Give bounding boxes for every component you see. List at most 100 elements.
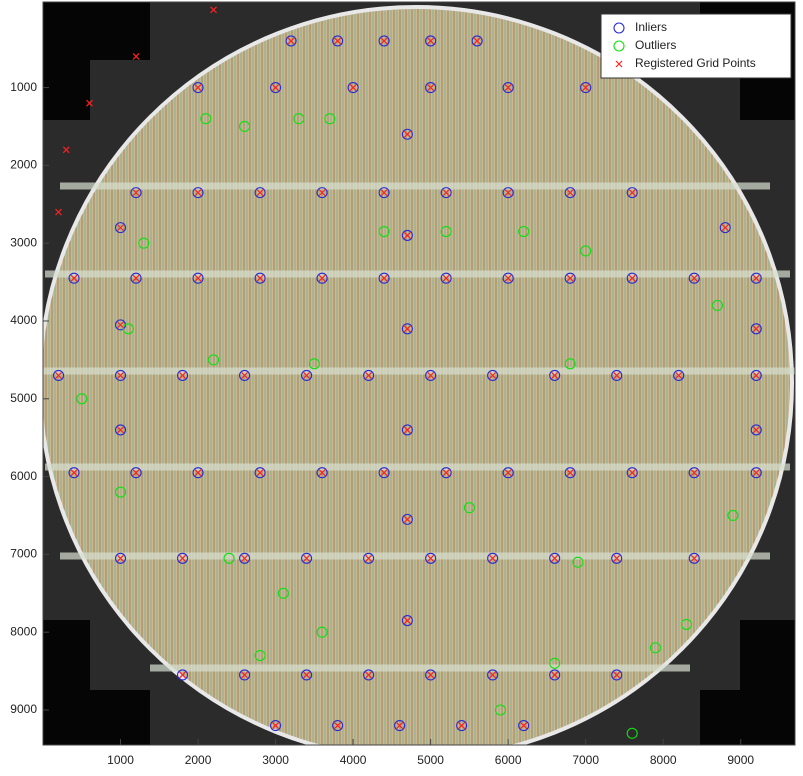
point — [572, 556, 584, 568]
legend-box — [600, 13, 792, 79]
grid-point — [241, 671, 248, 679]
grid-point — [403, 231, 411, 239]
grid-point — [117, 426, 124, 434]
grid-point — [380, 37, 388, 45]
grid-point — [117, 224, 124, 232]
point — [293, 113, 305, 125]
x-tick-label: 4000 — [340, 753, 367, 767]
point — [626, 272, 638, 284]
y-tick-label: 2000 — [10, 158, 37, 172]
point — [750, 467, 762, 479]
point — [680, 618, 693, 630]
grid-point — [690, 469, 698, 477]
grid-point — [752, 426, 760, 434]
point — [324, 113, 336, 125]
grid-point — [272, 84, 280, 92]
point — [549, 669, 561, 681]
x-tick-label: 3000 — [262, 753, 289, 767]
point — [401, 614, 413, 627]
point — [316, 187, 328, 199]
point — [463, 502, 475, 514]
point — [176, 369, 189, 381]
point — [502, 272, 514, 284]
point — [332, 719, 344, 732]
grid-point — [179, 554, 186, 562]
point — [440, 467, 452, 479]
grid-point — [380, 274, 388, 282]
grid-point — [403, 130, 411, 138]
point — [270, 82, 282, 94]
x-tick-label: 2000 — [185, 753, 212, 767]
point — [494, 704, 506, 716]
point — [192, 82, 204, 94]
point — [750, 424, 762, 436]
point — [52, 369, 65, 381]
grid-point — [489, 554, 497, 562]
grid-point — [504, 469, 512, 477]
y-tick-label: 7000 — [10, 547, 37, 561]
grid-point — [117, 372, 124, 379]
grid-point — [70, 274, 78, 282]
point — [378, 467, 390, 479]
point — [425, 35, 437, 47]
grid-point — [318, 189, 326, 197]
point — [114, 486, 127, 498]
point — [192, 467, 204, 479]
point — [68, 467, 80, 479]
point — [425, 669, 437, 681]
grid-point — [427, 372, 435, 379]
point — [176, 552, 189, 564]
point — [564, 358, 576, 370]
point — [487, 552, 499, 564]
grid-point — [473, 37, 481, 45]
grid-point — [442, 274, 450, 282]
grid-point — [334, 37, 342, 45]
point — [456, 719, 468, 732]
point — [394, 719, 406, 732]
point — [208, 354, 220, 366]
point — [130, 187, 142, 199]
point — [688, 467, 700, 479]
grid-point — [582, 84, 590, 92]
point — [316, 626, 328, 638]
legend-marker — [613, 40, 625, 52]
y-tick-label: 6000 — [10, 469, 37, 483]
point — [363, 669, 375, 681]
grid-point — [752, 469, 760, 477]
grid-point — [396, 722, 404, 729]
grid-point — [318, 469, 326, 477]
grid-point — [365, 554, 373, 562]
legend-marker — [613, 22, 625, 34]
grid-point — [303, 671, 311, 679]
grid-point — [256, 469, 264, 477]
grid-point — [551, 554, 559, 562]
point — [76, 393, 88, 405]
grid-point — [403, 617, 411, 624]
grid-point — [489, 671, 497, 679]
grid-point — [752, 325, 760, 333]
point — [176, 669, 189, 681]
point — [401, 128, 413, 140]
point — [750, 369, 762, 381]
grid-point — [303, 554, 311, 562]
point — [301, 369, 313, 381]
point — [502, 187, 514, 199]
point — [626, 727, 638, 739]
grid-point — [70, 469, 78, 477]
grid-point — [566, 469, 574, 477]
grid-point — [551, 372, 559, 379]
point — [223, 552, 235, 564]
grid-point — [675, 372, 683, 379]
point — [192, 187, 204, 199]
point — [564, 467, 576, 479]
point — [688, 552, 700, 564]
point — [239, 552, 251, 564]
x-tick-label: 1000 — [107, 753, 134, 767]
legend: Inliers Outliers Registered Grid Points — [600, 13, 792, 79]
point — [277, 587, 289, 599]
point — [471, 35, 483, 47]
grid-point — [318, 274, 326, 282]
point — [564, 272, 576, 284]
point — [332, 35, 344, 47]
grid-point — [132, 469, 140, 477]
